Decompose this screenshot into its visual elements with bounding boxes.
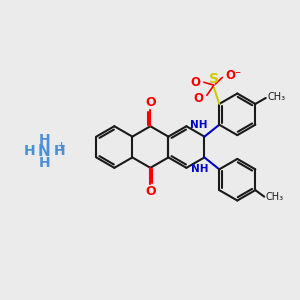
Text: H: H (53, 145, 65, 158)
Text: O: O (145, 96, 156, 109)
Text: +: + (44, 142, 66, 152)
Text: NH: NH (190, 120, 207, 130)
Text: H: H (24, 145, 35, 158)
Text: O⁻: O⁻ (226, 69, 242, 82)
Text: H: H (39, 133, 50, 147)
Text: NH: NH (191, 164, 208, 174)
Text: CH₃: CH₃ (266, 192, 284, 202)
Text: O: O (190, 76, 200, 89)
Text: S: S (209, 72, 219, 86)
Text: O: O (145, 185, 156, 198)
Text: N: N (38, 144, 51, 159)
Text: H: H (39, 156, 50, 170)
Text: CH₃: CH₃ (267, 92, 285, 102)
Text: O: O (194, 92, 204, 105)
